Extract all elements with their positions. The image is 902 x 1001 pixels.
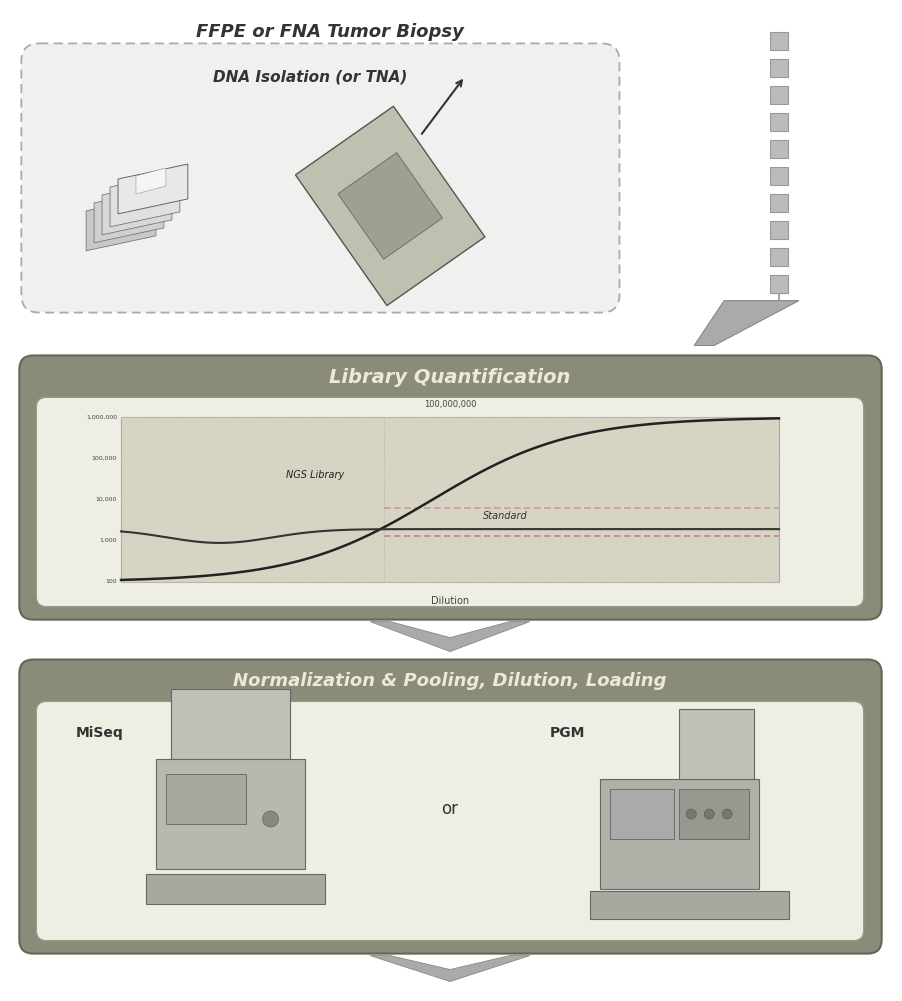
Text: 1,000: 1,000 <box>99 539 117 544</box>
Bar <box>170 690 290 759</box>
Bar <box>769 32 787 50</box>
Bar <box>146 874 325 904</box>
Bar <box>769 140 787 158</box>
Polygon shape <box>118 164 188 214</box>
Bar <box>609 789 674 839</box>
Text: 100,000,000: 100,000,000 <box>423 400 475 409</box>
Polygon shape <box>136 168 166 194</box>
Circle shape <box>686 809 695 819</box>
Bar <box>599 779 759 889</box>
Bar <box>769 221 787 239</box>
Polygon shape <box>337 153 442 259</box>
Text: 10,000: 10,000 <box>96 497 117 503</box>
Bar <box>769 167 787 185</box>
Bar <box>156 759 305 869</box>
Text: PGM: PGM <box>549 727 584 741</box>
Bar <box>589 891 788 919</box>
Polygon shape <box>295 106 484 305</box>
FancyBboxPatch shape <box>19 355 880 620</box>
FancyBboxPatch shape <box>36 702 863 941</box>
Polygon shape <box>86 196 156 251</box>
Text: FFPE or FNA Tumor Biopsy: FFPE or FNA Tumor Biopsy <box>197 23 464 41</box>
FancyBboxPatch shape <box>19 660 880 954</box>
Text: Standard: Standard <box>483 511 527 521</box>
Text: or: or <box>441 800 458 818</box>
Text: MiSeq: MiSeq <box>76 727 124 741</box>
Bar <box>769 59 787 77</box>
Text: 1,000,000: 1,000,000 <box>86 414 117 419</box>
FancyBboxPatch shape <box>22 43 619 312</box>
Bar <box>121 417 778 582</box>
Text: DNA Isolation (or TNA): DNA Isolation (or TNA) <box>213 69 407 84</box>
Text: NGS Library: NGS Library <box>285 469 344 479</box>
Bar <box>769 248 787 265</box>
Bar <box>678 789 749 839</box>
Bar <box>166 774 245 824</box>
Bar <box>678 710 753 779</box>
Circle shape <box>262 811 278 827</box>
Polygon shape <box>102 180 171 235</box>
Bar <box>769 194 787 212</box>
Polygon shape <box>94 188 163 243</box>
Circle shape <box>704 809 713 819</box>
Text: Library Quantification: Library Quantification <box>329 368 570 386</box>
Polygon shape <box>110 172 179 227</box>
Polygon shape <box>370 956 529 982</box>
Text: 100: 100 <box>106 580 117 585</box>
Text: Normalization & Pooling, Dilution, Loading: Normalization & Pooling, Dilution, Loadi… <box>233 673 666 691</box>
Polygon shape <box>370 622 529 652</box>
FancyBboxPatch shape <box>36 397 863 607</box>
Text: 100,000: 100,000 <box>92 455 117 460</box>
Bar <box>769 274 787 292</box>
Circle shape <box>722 809 732 819</box>
Bar <box>769 113 787 131</box>
Bar <box>769 86 787 104</box>
Text: Dilution: Dilution <box>430 596 468 606</box>
Polygon shape <box>694 300 798 345</box>
